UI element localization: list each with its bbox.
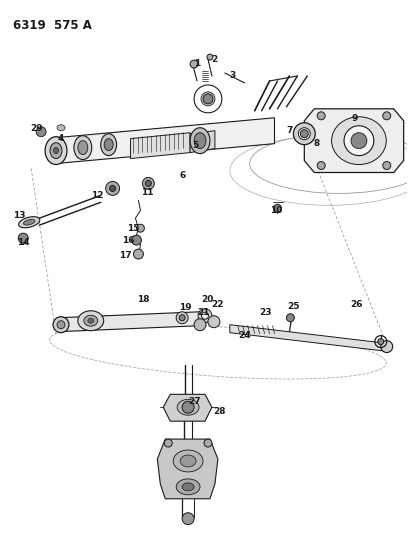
Ellipse shape xyxy=(53,148,58,154)
Text: 13: 13 xyxy=(13,211,26,220)
Text: 22: 22 xyxy=(212,300,224,309)
Text: 1: 1 xyxy=(194,59,200,68)
Circle shape xyxy=(207,54,213,60)
Circle shape xyxy=(317,112,325,120)
Text: 20: 20 xyxy=(201,295,213,304)
Ellipse shape xyxy=(332,117,386,165)
Polygon shape xyxy=(190,131,215,152)
Circle shape xyxy=(164,439,172,447)
Circle shape xyxy=(182,401,194,413)
Text: 5: 5 xyxy=(192,141,198,150)
Polygon shape xyxy=(56,118,275,164)
Circle shape xyxy=(190,60,198,68)
Text: 7: 7 xyxy=(286,126,293,135)
Circle shape xyxy=(145,181,151,187)
Circle shape xyxy=(179,315,185,321)
Circle shape xyxy=(176,312,188,324)
Text: 4: 4 xyxy=(58,134,64,143)
Text: 14: 14 xyxy=(17,238,29,247)
Ellipse shape xyxy=(173,450,203,472)
Ellipse shape xyxy=(19,216,40,228)
Text: 25: 25 xyxy=(287,302,299,311)
Polygon shape xyxy=(131,133,190,158)
Ellipse shape xyxy=(177,399,199,415)
Text: 16: 16 xyxy=(122,236,135,245)
Circle shape xyxy=(182,513,194,524)
Circle shape xyxy=(203,94,213,104)
Polygon shape xyxy=(304,109,404,173)
Ellipse shape xyxy=(45,136,67,165)
Ellipse shape xyxy=(53,317,69,333)
Circle shape xyxy=(286,314,295,322)
Ellipse shape xyxy=(74,136,92,159)
Text: 19: 19 xyxy=(179,303,191,312)
Circle shape xyxy=(204,439,212,447)
Text: 11: 11 xyxy=(141,188,154,197)
Text: 23: 23 xyxy=(259,308,272,317)
Ellipse shape xyxy=(57,321,65,329)
Ellipse shape xyxy=(344,126,374,156)
Circle shape xyxy=(106,181,120,196)
Polygon shape xyxy=(230,325,389,352)
Text: 8: 8 xyxy=(313,139,319,148)
Text: 12: 12 xyxy=(91,191,104,200)
Circle shape xyxy=(383,161,391,169)
Text: 2: 2 xyxy=(211,54,217,63)
Ellipse shape xyxy=(298,128,310,140)
Text: 10: 10 xyxy=(271,206,283,215)
Ellipse shape xyxy=(101,134,117,156)
Circle shape xyxy=(194,319,206,330)
Circle shape xyxy=(198,309,212,322)
Ellipse shape xyxy=(201,92,215,106)
Circle shape xyxy=(202,312,208,319)
Ellipse shape xyxy=(351,133,367,149)
Ellipse shape xyxy=(180,455,196,467)
Circle shape xyxy=(18,233,28,243)
Text: 15: 15 xyxy=(127,224,140,233)
Ellipse shape xyxy=(190,128,210,154)
Polygon shape xyxy=(163,394,212,421)
Ellipse shape xyxy=(88,318,94,323)
Text: 3: 3 xyxy=(230,71,236,80)
Text: 29: 29 xyxy=(30,124,42,133)
Circle shape xyxy=(208,316,220,328)
Text: 6: 6 xyxy=(179,171,185,180)
Ellipse shape xyxy=(84,315,98,326)
Ellipse shape xyxy=(182,483,194,491)
Circle shape xyxy=(136,224,144,232)
Ellipse shape xyxy=(23,220,35,225)
Circle shape xyxy=(133,249,144,259)
Ellipse shape xyxy=(176,479,200,495)
Text: 27: 27 xyxy=(189,397,202,406)
Circle shape xyxy=(317,161,325,169)
Text: 6319  575 A: 6319 575 A xyxy=(13,19,92,33)
Polygon shape xyxy=(157,439,218,499)
Ellipse shape xyxy=(78,311,104,330)
Text: 28: 28 xyxy=(214,407,226,416)
Ellipse shape xyxy=(194,133,206,149)
Circle shape xyxy=(142,177,154,189)
Text: 17: 17 xyxy=(119,251,132,260)
Text: 24: 24 xyxy=(238,331,251,340)
Ellipse shape xyxy=(104,139,113,151)
Circle shape xyxy=(273,204,282,212)
Ellipse shape xyxy=(50,143,62,158)
Circle shape xyxy=(300,130,308,138)
Text: 26: 26 xyxy=(351,300,363,309)
Text: 9: 9 xyxy=(352,114,358,123)
Ellipse shape xyxy=(381,341,393,352)
Ellipse shape xyxy=(78,141,88,155)
Text: 18: 18 xyxy=(137,295,150,304)
Ellipse shape xyxy=(293,123,315,144)
Circle shape xyxy=(110,185,115,191)
Text: 21: 21 xyxy=(197,308,209,317)
Polygon shape xyxy=(59,312,200,332)
Circle shape xyxy=(378,338,384,345)
Circle shape xyxy=(36,127,46,136)
Circle shape xyxy=(131,235,142,245)
Ellipse shape xyxy=(57,125,65,131)
Circle shape xyxy=(383,112,391,120)
